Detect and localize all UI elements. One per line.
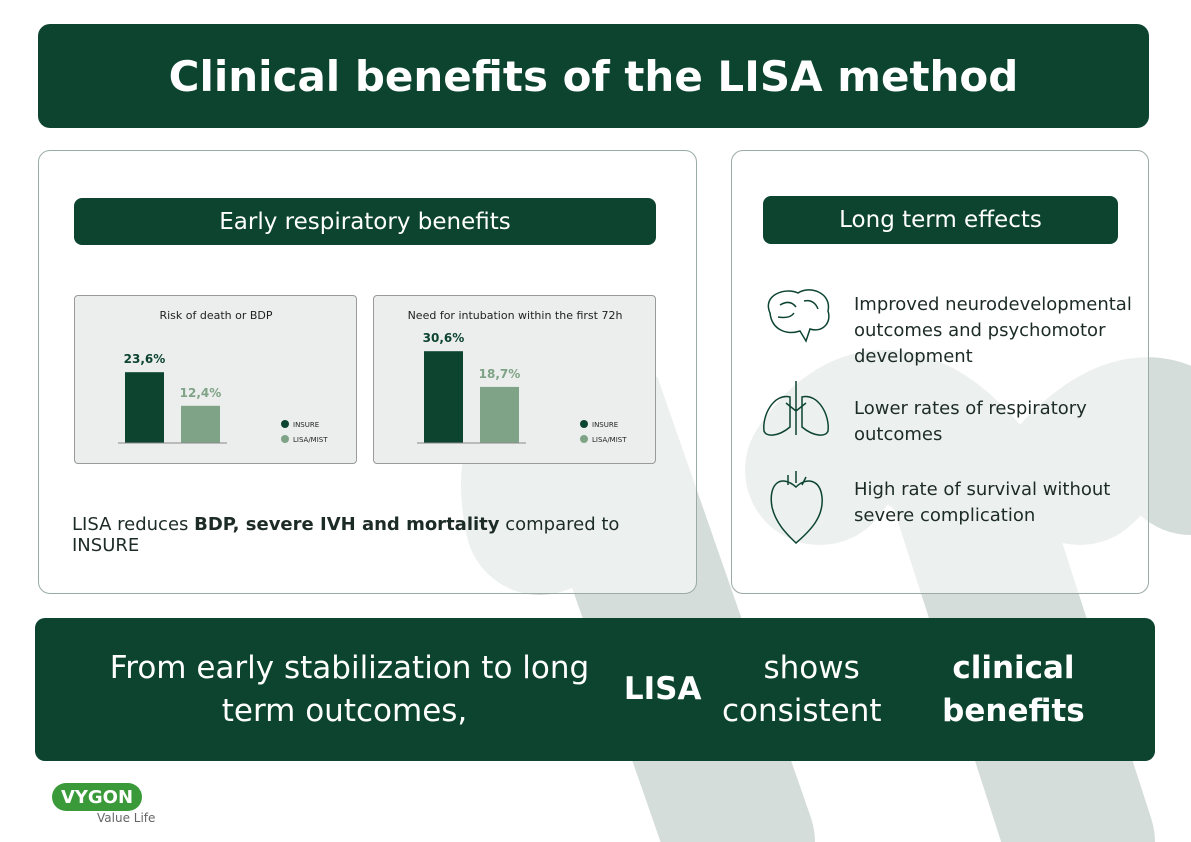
value-label: 30,6% xyxy=(423,331,465,345)
value-label: 18,7% xyxy=(479,367,521,381)
chart-title: Risk of death or BDP xyxy=(159,309,272,322)
effect-item: Improved neurodevelopmental outcomes and… xyxy=(854,294,1132,367)
panel-title: Long term effects xyxy=(763,196,1118,244)
value-label: 23,6% xyxy=(124,352,166,366)
bar xyxy=(125,372,164,443)
footer: From early stabilization to long term ou… xyxy=(35,618,1155,761)
bar xyxy=(480,386,519,443)
bold-text: clinical benefits xyxy=(942,649,1086,729)
legend-marker xyxy=(580,435,588,443)
legend-marker xyxy=(281,435,289,443)
text-run: compared to INSURE xyxy=(72,514,626,556)
bar xyxy=(424,351,463,443)
header-title: Clinical benefits of the LISA method xyxy=(38,24,1149,128)
effect-item: Lower rates of respiratory outcomes xyxy=(854,398,1087,445)
bold-text: LISA xyxy=(623,671,702,707)
chart-box: Need for intubation within the first 72h… xyxy=(373,295,656,464)
logo-tagline: Value Life xyxy=(97,811,156,825)
legend-label: LISA/MIST xyxy=(592,436,627,444)
bold-text: BDP, severe IVH and mortality xyxy=(194,514,500,535)
legend-label: LISA/MIST xyxy=(293,436,328,444)
summary: LISA reduces BDP, severe IVH and mortali… xyxy=(72,514,692,556)
text-run: LISA reduces xyxy=(72,514,195,535)
legend-label: INSURE xyxy=(592,421,618,429)
bar-chart: Need for intubation within the first 72h… xyxy=(408,309,628,444)
logo-brand: VYGON xyxy=(52,783,142,811)
panel-title: Early respiratory benefits xyxy=(74,198,656,245)
chart-title: Need for intubation within the first 72h xyxy=(408,309,623,322)
lungs-icon xyxy=(763,395,829,436)
heart-icon xyxy=(770,471,823,545)
legend-marker xyxy=(580,420,588,428)
legend-marker xyxy=(281,420,289,428)
legend-label: INSURE xyxy=(293,421,319,429)
icons xyxy=(763,289,830,545)
chart-box: Risk of death or BDP 23,6% INSURE 12,4% LISA… xyxy=(74,295,357,464)
brain-icon xyxy=(777,299,819,319)
text-run: shows consistent xyxy=(721,649,892,729)
bar-chart: Risk of death or BDP 23,6% INSURE 12,4% LISA… xyxy=(118,309,328,444)
lungs-icon xyxy=(785,381,807,435)
brain-icon xyxy=(767,289,830,343)
effect-item: High rate of survival without severe com… xyxy=(854,479,1111,526)
bar xyxy=(181,405,220,443)
value-label: 12,4% xyxy=(180,386,222,400)
text-run: From early stabilization to long term ou… xyxy=(109,649,600,729)
